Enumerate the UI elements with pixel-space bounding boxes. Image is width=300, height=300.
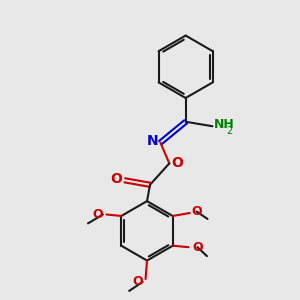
Text: O: O	[192, 241, 203, 254]
Text: O: O	[191, 205, 202, 218]
Text: N: N	[146, 134, 158, 148]
Text: O: O	[171, 156, 183, 170]
Text: NH: NH	[214, 118, 235, 131]
Text: O: O	[132, 275, 142, 289]
Text: O: O	[110, 172, 122, 186]
Text: 2: 2	[226, 126, 232, 136]
Text: O: O	[92, 208, 103, 221]
